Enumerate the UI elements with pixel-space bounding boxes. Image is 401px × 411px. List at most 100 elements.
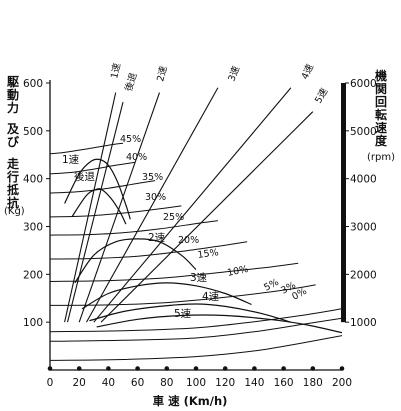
axes-layer [46,80,349,371]
y-right-tick-label: 2000 [350,269,377,281]
grade-label: 45% [120,134,141,145]
y-left-tick-label: 200 [23,269,43,281]
ylabel-right-char: 速 [375,120,387,135]
curve-label-2速: 2速 [148,232,166,244]
line-label-後退: 後退 [122,71,139,93]
x-tick-dot [135,366,140,371]
ylabel-right-char: 回 [375,95,387,109]
x-tick-label: 180 [303,377,323,389]
grade-label: 35% [142,172,163,183]
y-left-tick-label: 400 [23,174,43,186]
ylabel-right-char: 機 [375,68,387,83]
ylabel-left-part-3-char: 走 [7,156,19,171]
y-axis-right-bar [341,83,346,323]
tractive-force-curve-後退 [71,188,127,225]
ylabel-left-part-2: 及び [7,122,20,149]
x-tick-label: 200 [332,377,352,389]
curve-label-1速: 1速 [62,154,80,166]
x-tick-dot [76,366,82,371]
y-left-tick-label: 500 [23,126,43,138]
ylabel-left-part-3-char: 行 [6,169,19,184]
tractive-force-curve-3速 [81,282,252,310]
ylabel-left-part-1-char: 動 [7,87,19,102]
grade-label: 25% [163,212,184,223]
engine-speed-line-3速 [86,87,219,323]
labels-layer: 0 20 40 60 80 100 120 140 160 180 200 100 200 300 400 5… [4,62,395,408]
ylabel-left-part-2-char: び [7,134,20,149]
y-left-tick-label: 100 [23,317,43,329]
ylabel-left-part-2-char: 及 [7,122,20,136]
ylabel-left-part-3-char: 抗 [7,195,19,210]
resistance-curve-15% [49,262,299,282]
x-tick-label: 0 [47,377,54,389]
x-tick-dot [281,366,286,371]
x-tick-dot [339,366,345,371]
line-label-1速: 1速 [109,62,123,80]
y-right-tick-label: 5000 [350,126,377,138]
tractive-force-curve-2速 [74,238,197,284]
ylabel-right-char: 転 [375,107,387,122]
y-right-tick-label: 3000 [350,222,377,234]
x-tick-dot [252,366,257,371]
x-tick-dot [106,366,111,371]
x-tick-dot [47,366,53,371]
ylabel-right-char: 関 [375,82,387,96]
x-tick-label: 20 [73,377,86,389]
resistance-curve-20% [49,241,248,260]
engine-speed-line-2速 [78,92,161,323]
resistance-curve-10% [49,284,316,306]
tractive-force-curve-1速 [64,158,131,220]
grade-label: 40% [126,152,147,163]
resistance-curve-45% [49,142,124,155]
x-tick-dot [222,366,228,371]
resistance-curve-5% [49,308,343,333]
x-tick-label: 160 [274,377,294,389]
curve-label-5速: 5速 [174,308,192,320]
ylabel-right-unit: (rpm) [367,152,395,163]
x-tick-dot [193,366,199,371]
ylabel-left-part-1: 駆動力 [7,74,19,115]
x-tick-dot [164,366,170,371]
curve-label-3速: 3速 [190,272,208,284]
resistance-curve-30% [49,205,182,218]
curve-label-後退: 後退 [74,170,95,183]
engine-speed-line-1速 [64,92,117,323]
x-tick-label: 40 [102,377,115,389]
grade-label: 20% [178,235,199,246]
y-right-tick-label: 6000 [350,78,377,90]
resistance-curve-3% [49,317,343,342]
grade-label: 30% [145,192,166,203]
tractive-force-curve-4速 [89,303,292,323]
engine-speed-line-後退 [66,101,124,323]
line-label-2速: 2速 [155,64,170,82]
y-left-tick-label: 600 [23,78,43,90]
x-tick-label: 120 [215,377,235,389]
x-tick-label: 80 [160,377,173,389]
grade-label: 10% [226,264,249,279]
line-label-4速: 4速 [300,62,317,81]
y-right-tick-label: 4000 [350,174,377,186]
y-left-tick-label: 300 [23,222,43,234]
resistance-curve-40% [49,161,135,175]
ylabel-left-part-1-char: 駆 [7,74,19,89]
ylabel-left-part-3-char: 抵 [7,182,19,197]
x-tick-label: 140 [244,377,264,389]
curves-layer [49,87,343,361]
resistance-curve-25% [49,220,218,236]
engine-speed-line-4速 [93,87,292,323]
ylabel-right-char: 度 [375,133,388,148]
line-label-5速: 5速 [313,86,331,105]
engine-speed-line-5速 [100,111,314,323]
x-tick-label: 100 [186,377,206,389]
tractive-force-curve-5速 [96,314,343,334]
line-label-3速: 3速 [226,64,242,83]
resistance-curve-0% [49,335,343,361]
x-tick-dot [310,366,316,371]
x-tick-label: 60 [131,377,144,389]
x-axis-title: 車 速 (Km/h) [153,394,228,408]
ylabel-left-part-1-char: 力 [7,100,19,115]
curve-label-4速: 4速 [202,291,220,303]
